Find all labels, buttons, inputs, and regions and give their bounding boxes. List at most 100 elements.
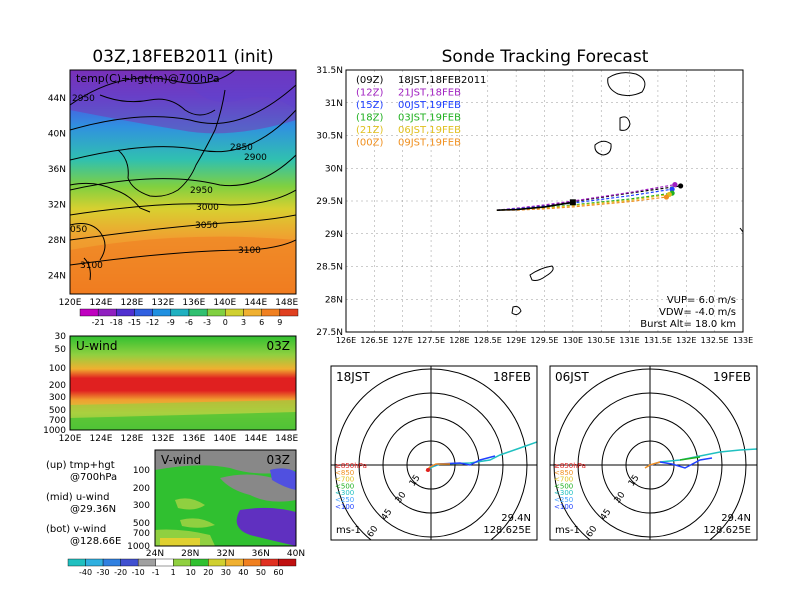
track-lon-tick: 129.5E [531,336,559,345]
u-wind-pressure-tick: 300 [49,393,66,403]
hodo-left-lat: 29.4N [501,513,531,524]
wind-colorbar-label: 60 [273,568,283,577]
hodograph-legend-item: ≥850hPa [554,462,586,470]
track-endpoint [678,183,684,189]
map-panel-label: temp(C)+hgt(m)@700hPa [76,72,220,85]
hodograph-legend-item: <250 [335,496,354,504]
burst-alt-param: Burst Alt= 18.0 km [640,319,736,330]
wind-colorbar-box [85,558,104,567]
temp-colorbar-box [206,308,226,317]
wind-colorbar-label: -30 [97,568,110,577]
map-lat-tick: 32N [48,201,66,211]
hodo-right-unit: ms-1 [555,525,580,536]
temp-colorbar-label: -6 [185,318,193,327]
temp-colorbar-label: -9 [167,318,175,327]
track-lon-tick: 130.5E [587,336,615,345]
wind-colorbar-label: -20 [114,568,127,577]
hodo-left-jst: 18JST [336,370,370,384]
wind-colorbar-box [190,558,209,567]
track-lon-tick: 132E [676,336,696,345]
v-wind-lat-tick: 24N [146,549,164,559]
wind-colorbar-box [102,558,121,567]
wind-colorbar-label: 30 [221,568,231,577]
temperature-colorbar: -21 -18 -15 -12 -9 -6 -3 0 3 6 9 [79,308,299,327]
temp-colorbar-label: -12 [146,318,159,327]
track-lat-tick: 31N [325,99,343,109]
wind-colorbar-label: -10 [132,568,145,577]
map-panel-title: 03Z,18FEB2011 (init) [92,47,273,67]
track-lon-tick: 133E [733,336,753,345]
track-lon-tick: 131E [619,336,639,345]
temp-colorbar-label: 6 [259,318,264,327]
track-lat-tick: 29.5N [316,197,343,207]
track-legend-code: (00Z) [356,138,383,149]
map-contour-label: 3100 [80,261,103,271]
hodograph-legend-item: <300 [335,489,354,497]
temp-colorbar-box [261,308,281,317]
map-contour-label: 3100 [238,246,261,256]
track-marker [569,199,576,206]
temp-colorbar-box [170,308,190,317]
track-legend-text: 18JST,18FEB2011 [398,75,486,86]
map-contour-label: 050 [70,225,87,235]
u-wind-pressure-tick: 100 [49,364,66,374]
u-wind-pressure-tick: 30 [55,332,67,342]
wind-colorbar-box [278,558,297,567]
track-lat-tick: 28N [325,295,343,305]
map-contour-label: 2950 [72,94,95,104]
hodograph-legend-item: <850 [335,469,354,477]
map-lat-tick: 28N [48,236,66,246]
wind-colorbar-box [137,558,156,567]
map-lon-tick: 144E [244,298,267,308]
u-wind-lon-tick: 120E [59,434,82,444]
temp-colorbar-box [134,308,153,317]
u-wind-pressure-tick: 50 [55,345,67,355]
track-lat-tick: 28.5N [316,263,343,273]
temp-colorbar-box [243,308,262,317]
map-contour-label: 2850 [230,143,253,153]
track-lon-tick: 128E [449,336,469,345]
note-up-line1: (up) tmp+hgt [46,460,115,471]
temp-colorbar-box [188,308,208,317]
track-legend-text: 03JST,19FEB [398,113,461,124]
temp-colorbar-box [225,308,244,317]
hodo-right-lat: 29.4N [721,513,751,524]
track-lat-tick: 27.5N [316,328,343,338]
temp-colorbar-box [116,308,135,317]
track-endpoint [672,182,678,188]
hodograph-legend-item: <500 [335,482,354,490]
map-lon-tick: 120E [59,298,82,308]
u-wind-pressure-tick: 500 [49,406,66,416]
temp-colorbar-label: -18 [110,318,123,327]
track-legend-text: 06JST,19FEB [398,125,461,136]
vup-param: VUP= 6.0 m/s [667,295,736,306]
wind-colorbar: -40 -30 -20 -10 -1 1 10 20 30 40 50 60 [67,558,297,577]
temp-colorbar-label: 9 [277,318,282,327]
track-legend-code: (15Z) [356,100,383,111]
hodo-left-date: 18FEB [493,370,531,384]
note-up-line2: @700hPa [70,472,117,483]
note-mid-line2: @29.36N [70,504,116,515]
u-wind-lon-tick: 144E [244,434,267,444]
map-lon-tick: 128E [120,298,143,308]
hodograph-legend-item: <850 [554,469,573,477]
map-lat-tick: 40N [48,130,66,140]
temp-colorbar-label: -3 [203,318,211,327]
map-lat-tick: 24N [48,272,66,282]
u-wind-pressure-tick: 200 [49,381,66,391]
wind-colorbar-label: 50 [256,568,266,577]
track-legend-text: 00JST,19FEB [398,100,461,111]
v-wind-lat-tick: 32N [216,549,234,559]
hodograph-legend-item: <100 [554,503,573,511]
track-legend-text: 21JST,18FEB [398,88,461,99]
map-lon-tick: 132E [151,298,174,308]
v-wind-pressure-tick: 200 [133,484,150,494]
u-wind-lon-tick: 124E [90,434,113,444]
temp-colorbar-label: 0 [223,318,228,327]
wind-colorbar-box [67,558,86,567]
map-lon-tick: 124E [90,298,113,308]
u-wind-lon-tick: 136E [182,434,205,444]
